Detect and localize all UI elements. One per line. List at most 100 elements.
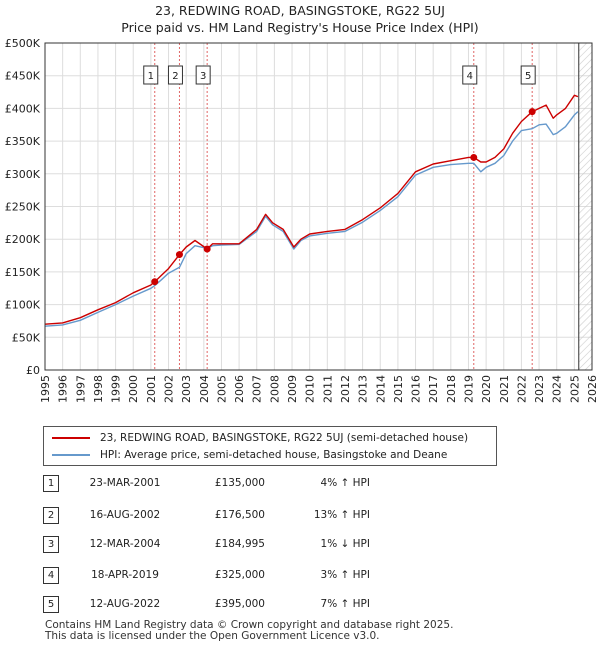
transaction-hpi-diff: 4% ↑ HPI	[320, 477, 370, 489]
series-line-hpi	[44, 111, 579, 327]
transaction-price: £325,000	[214, 569, 265, 581]
x-tick-label: 2013	[357, 375, 370, 403]
sale-point	[528, 108, 536, 116]
sale-point	[203, 245, 211, 253]
y-tick-label: £450K	[5, 70, 41, 83]
transaction-date: 23-MAR-2001	[89, 477, 161, 489]
x-tick-label: 2003	[180, 375, 193, 403]
y-tick-label: £500K	[5, 37, 41, 50]
x-tick-label: 2016	[410, 375, 423, 403]
x-tick-label: 1999	[110, 375, 123, 403]
legend-label-hpi: HPI: Average price, semi-detached house,…	[100, 449, 448, 461]
transaction-price: £184,995	[214, 538, 265, 550]
legend-item-property: 23, REDWING ROAD, BASINGSTOKE, RG22 5UJ …	[52, 430, 468, 446]
sale-label-box	[167, 65, 183, 85]
table-row: 3 12-MAR-2004 £184,995 1% ↓ HPI	[0, 536, 600, 554]
x-tick-label: 1995	[39, 375, 52, 403]
y-tick-label: £300K	[5, 168, 41, 181]
transaction-hpi-diff: 13% ↑ HPI	[313, 509, 370, 521]
sale-label: 1	[148, 71, 154, 82]
x-tick-label: 2017	[427, 375, 440, 403]
y-tick-label: £200K	[5, 233, 41, 246]
sale-label-box	[520, 65, 536, 85]
table-row: 5 12-AUG-2022 £395,000 7% ↑ HPI	[0, 596, 600, 614]
transaction-date: 16-AUG-2002	[89, 509, 161, 521]
x-tick-label: 2024	[551, 375, 564, 403]
y-tick-label: £50K	[12, 331, 41, 344]
chart-title: 23, REDWING ROAD, BASINGSTOKE, RG22 5UJ	[155, 3, 445, 18]
y-tick-label: £350K	[5, 135, 41, 148]
series-line-property	[44, 94, 579, 325]
plot-border	[44, 42, 593, 371]
y-tick-label: £250K	[5, 201, 41, 214]
x-tick-label: 2007	[251, 375, 264, 403]
sale-point	[470, 153, 478, 161]
sale-label: 3	[200, 71, 206, 82]
transaction-date: 12-MAR-2004	[89, 538, 161, 550]
transaction-hpi-diff: 7% ↑ HPI	[320, 598, 370, 610]
price-chart: £0 £50K £100K £150K £200K £250K £300K £350K £400…	[5, 37, 599, 403]
x-tick-label: 2023	[533, 375, 546, 403]
x-tick-label: 2004	[198, 375, 211, 403]
x-tick-label: 2011	[321, 375, 334, 403]
legend-swatch-hpi	[52, 454, 90, 456]
transaction-number: 3	[43, 536, 59, 553]
transaction-date: 12-AUG-2022	[89, 598, 161, 610]
x-tick-label: 2021	[498, 375, 511, 403]
x-tick-label: 2026	[586, 375, 599, 403]
x-tick-label: 1998	[92, 375, 105, 403]
x-tick-label: 2020	[480, 375, 493, 403]
y-tick-label: £400K	[5, 102, 41, 115]
sale-label-box	[143, 65, 159, 85]
table-row: 1 23-MAR-2001 £135,000 4% ↑ HPI	[0, 475, 600, 493]
x-tick-label: 1997	[74, 375, 87, 403]
x-tick-label: 2014	[374, 375, 387, 403]
sale-label-box	[195, 65, 211, 85]
sale-label: 2	[172, 71, 178, 82]
x-tick-label: 2010	[304, 375, 317, 403]
sale-label: 5	[525, 71, 531, 82]
transaction-number: 4	[43, 567, 59, 584]
table-row: 2 16-AUG-2002 £176,500 13% ↑ HPI	[0, 507, 600, 525]
x-tick-label: 2025	[568, 375, 581, 403]
footer: Contains HM Land Registry data © Crown c…	[45, 620, 453, 642]
forecast-hatch	[578, 43, 592, 370]
x-tick-label: 2019	[462, 375, 475, 403]
x-tick-label: 1996	[57, 375, 70, 403]
legend-swatch-property	[52, 437, 90, 439]
x-tick-label: 2018	[445, 375, 458, 403]
x-tick-label: 2002	[163, 375, 176, 403]
sale-point	[151, 278, 159, 286]
footer-copyright: Contains HM Land Registry data © Crown c…	[45, 619, 454, 631]
transaction-price: £395,000	[214, 598, 265, 610]
transaction-price: £135,000	[214, 477, 265, 489]
y-tick-label: £100K	[5, 299, 41, 312]
x-tick-label: 2012	[339, 375, 352, 403]
x-tick-label: 2022	[515, 375, 528, 403]
x-tick-label: 2015	[392, 375, 405, 403]
y-tick-label: £0	[26, 364, 40, 377]
x-tick-label: 2008	[268, 375, 281, 403]
table-row: 4 18-APR-2019 £325,000 3% ↑ HPI	[0, 567, 600, 585]
legend: 23, REDWING ROAD, BASINGSTOKE, RG22 5UJ …	[43, 426, 497, 466]
chart-subtitle: Price paid vs. HM Land Registry's House …	[121, 20, 479, 35]
legend-item-hpi: HPI: Average price, semi-detached house,…	[52, 447, 447, 463]
transaction-number: 2	[43, 507, 59, 524]
legend-label-property: 23, REDWING ROAD, BASINGSTOKE, RG22 5UJ …	[100, 432, 469, 444]
x-tick-label: 2005	[215, 375, 228, 403]
x-tick-label: 2001	[145, 375, 158, 403]
sale-point	[175, 251, 183, 259]
x-tick-label: 2009	[286, 375, 299, 403]
transaction-number: 1	[43, 475, 59, 492]
transaction-hpi-diff: 3% ↑ HPI	[320, 569, 370, 581]
transaction-number: 5	[43, 596, 59, 613]
y-tick-label: £150K	[5, 266, 41, 279]
x-tick-label: 2006	[233, 375, 246, 403]
transaction-price: £176,500	[214, 509, 265, 521]
transaction-date: 18-APR-2019	[91, 569, 159, 581]
transaction-hpi-diff: 1% ↓ HPI	[320, 538, 370, 550]
sale-label: 4	[467, 71, 473, 82]
x-tick-label: 2000	[127, 375, 140, 403]
footer-licence: This data is licensed under the Open Gov…	[45, 630, 380, 642]
sale-label-box	[462, 65, 478, 85]
